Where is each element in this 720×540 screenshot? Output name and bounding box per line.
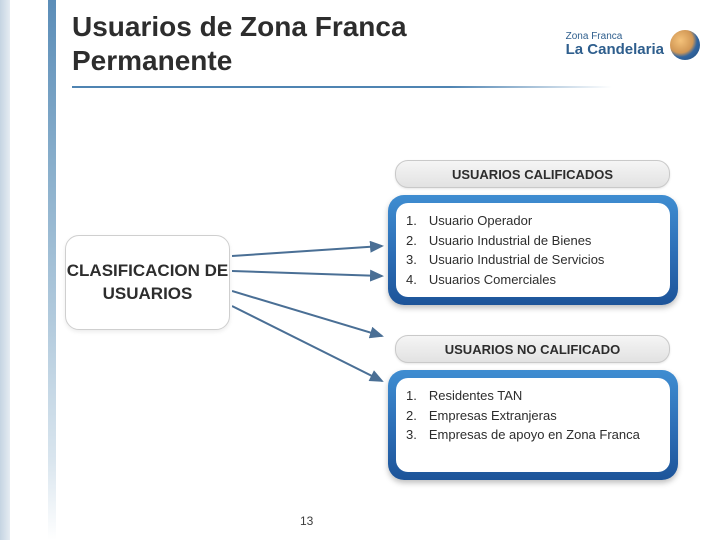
qualified-text-col: Usuario OperadorUsuario Industrial de Bi… [429, 211, 605, 289]
qualified-header-box: USUARIOS CALIFICADOS [395, 160, 670, 188]
list-number: 2. [406, 231, 417, 251]
not-qualified-header-label: USUARIOS NO CALIFICADO [445, 342, 621, 357]
not-qualified-list-box: 1.2.3. Residentes TANEmpresas Extranjera… [388, 370, 678, 480]
list-number: 3. [406, 425, 417, 445]
not-qualified-list-inner: 1.2.3. Residentes TANEmpresas Extranjera… [396, 378, 670, 472]
list-number: 1. [406, 211, 417, 231]
list-item: Usuario Industrial de Bienes [429, 231, 605, 251]
left-accent-bar [48, 0, 56, 540]
list-number: 1. [406, 386, 417, 406]
title-underline [72, 86, 612, 88]
list-item: Residentes TAN [429, 386, 640, 406]
list-number-pad [406, 445, 417, 465]
not-qualified-text-col: Residentes TANEmpresas ExtranjerasEmpres… [429, 386, 640, 464]
not-qualified-num-col: 1.2.3. [406, 386, 429, 464]
list-number: 3. [406, 250, 417, 270]
globe-icon [670, 30, 700, 60]
classification-label: CLASIFICACION DE USUARIOS [66, 260, 229, 306]
list-item: Empresas Extranjeras [429, 406, 640, 426]
page-number: 13 [300, 514, 313, 528]
list-item: Empresas de apoyo en Zona Franca [429, 425, 640, 445]
brand-logo: Zona Franca La Candelaria [566, 30, 700, 60]
title-line-1: Usuarios de Zona Franca [72, 11, 407, 42]
classification-source-box: CLASIFICACION DE USUARIOS [65, 235, 230, 330]
logo-line-2: La Candelaria [566, 42, 664, 59]
slide-header: Usuarios de Zona Franca Permanente [72, 10, 407, 77]
list-item: Usuario Operador [429, 211, 605, 231]
list-item: Usuario Industrial de Servicios [429, 250, 605, 270]
branching-arrows-icon [232, 236, 392, 396]
page-title: Usuarios de Zona Franca Permanente [72, 10, 407, 77]
left-margin-strip [0, 0, 10, 540]
logo-text: Zona Franca La Candelaria [566, 31, 664, 59]
title-line-2: Permanente [72, 45, 232, 76]
qualified-num-col: 1.2.3.4. [406, 211, 429, 289]
not-qualified-header-box: USUARIOS NO CALIFICADO [395, 335, 670, 363]
qualified-header-label: USUARIOS CALIFICADOS [452, 167, 613, 182]
qualified-list-inner: 1.2.3.4. Usuario OperadorUsuario Industr… [396, 203, 670, 297]
list-number: 4. [406, 270, 417, 290]
list-number: 2. [406, 406, 417, 426]
list-item: Usuarios Comerciales [429, 270, 605, 290]
qualified-list-box: 1.2.3.4. Usuario OperadorUsuario Industr… [388, 195, 678, 305]
